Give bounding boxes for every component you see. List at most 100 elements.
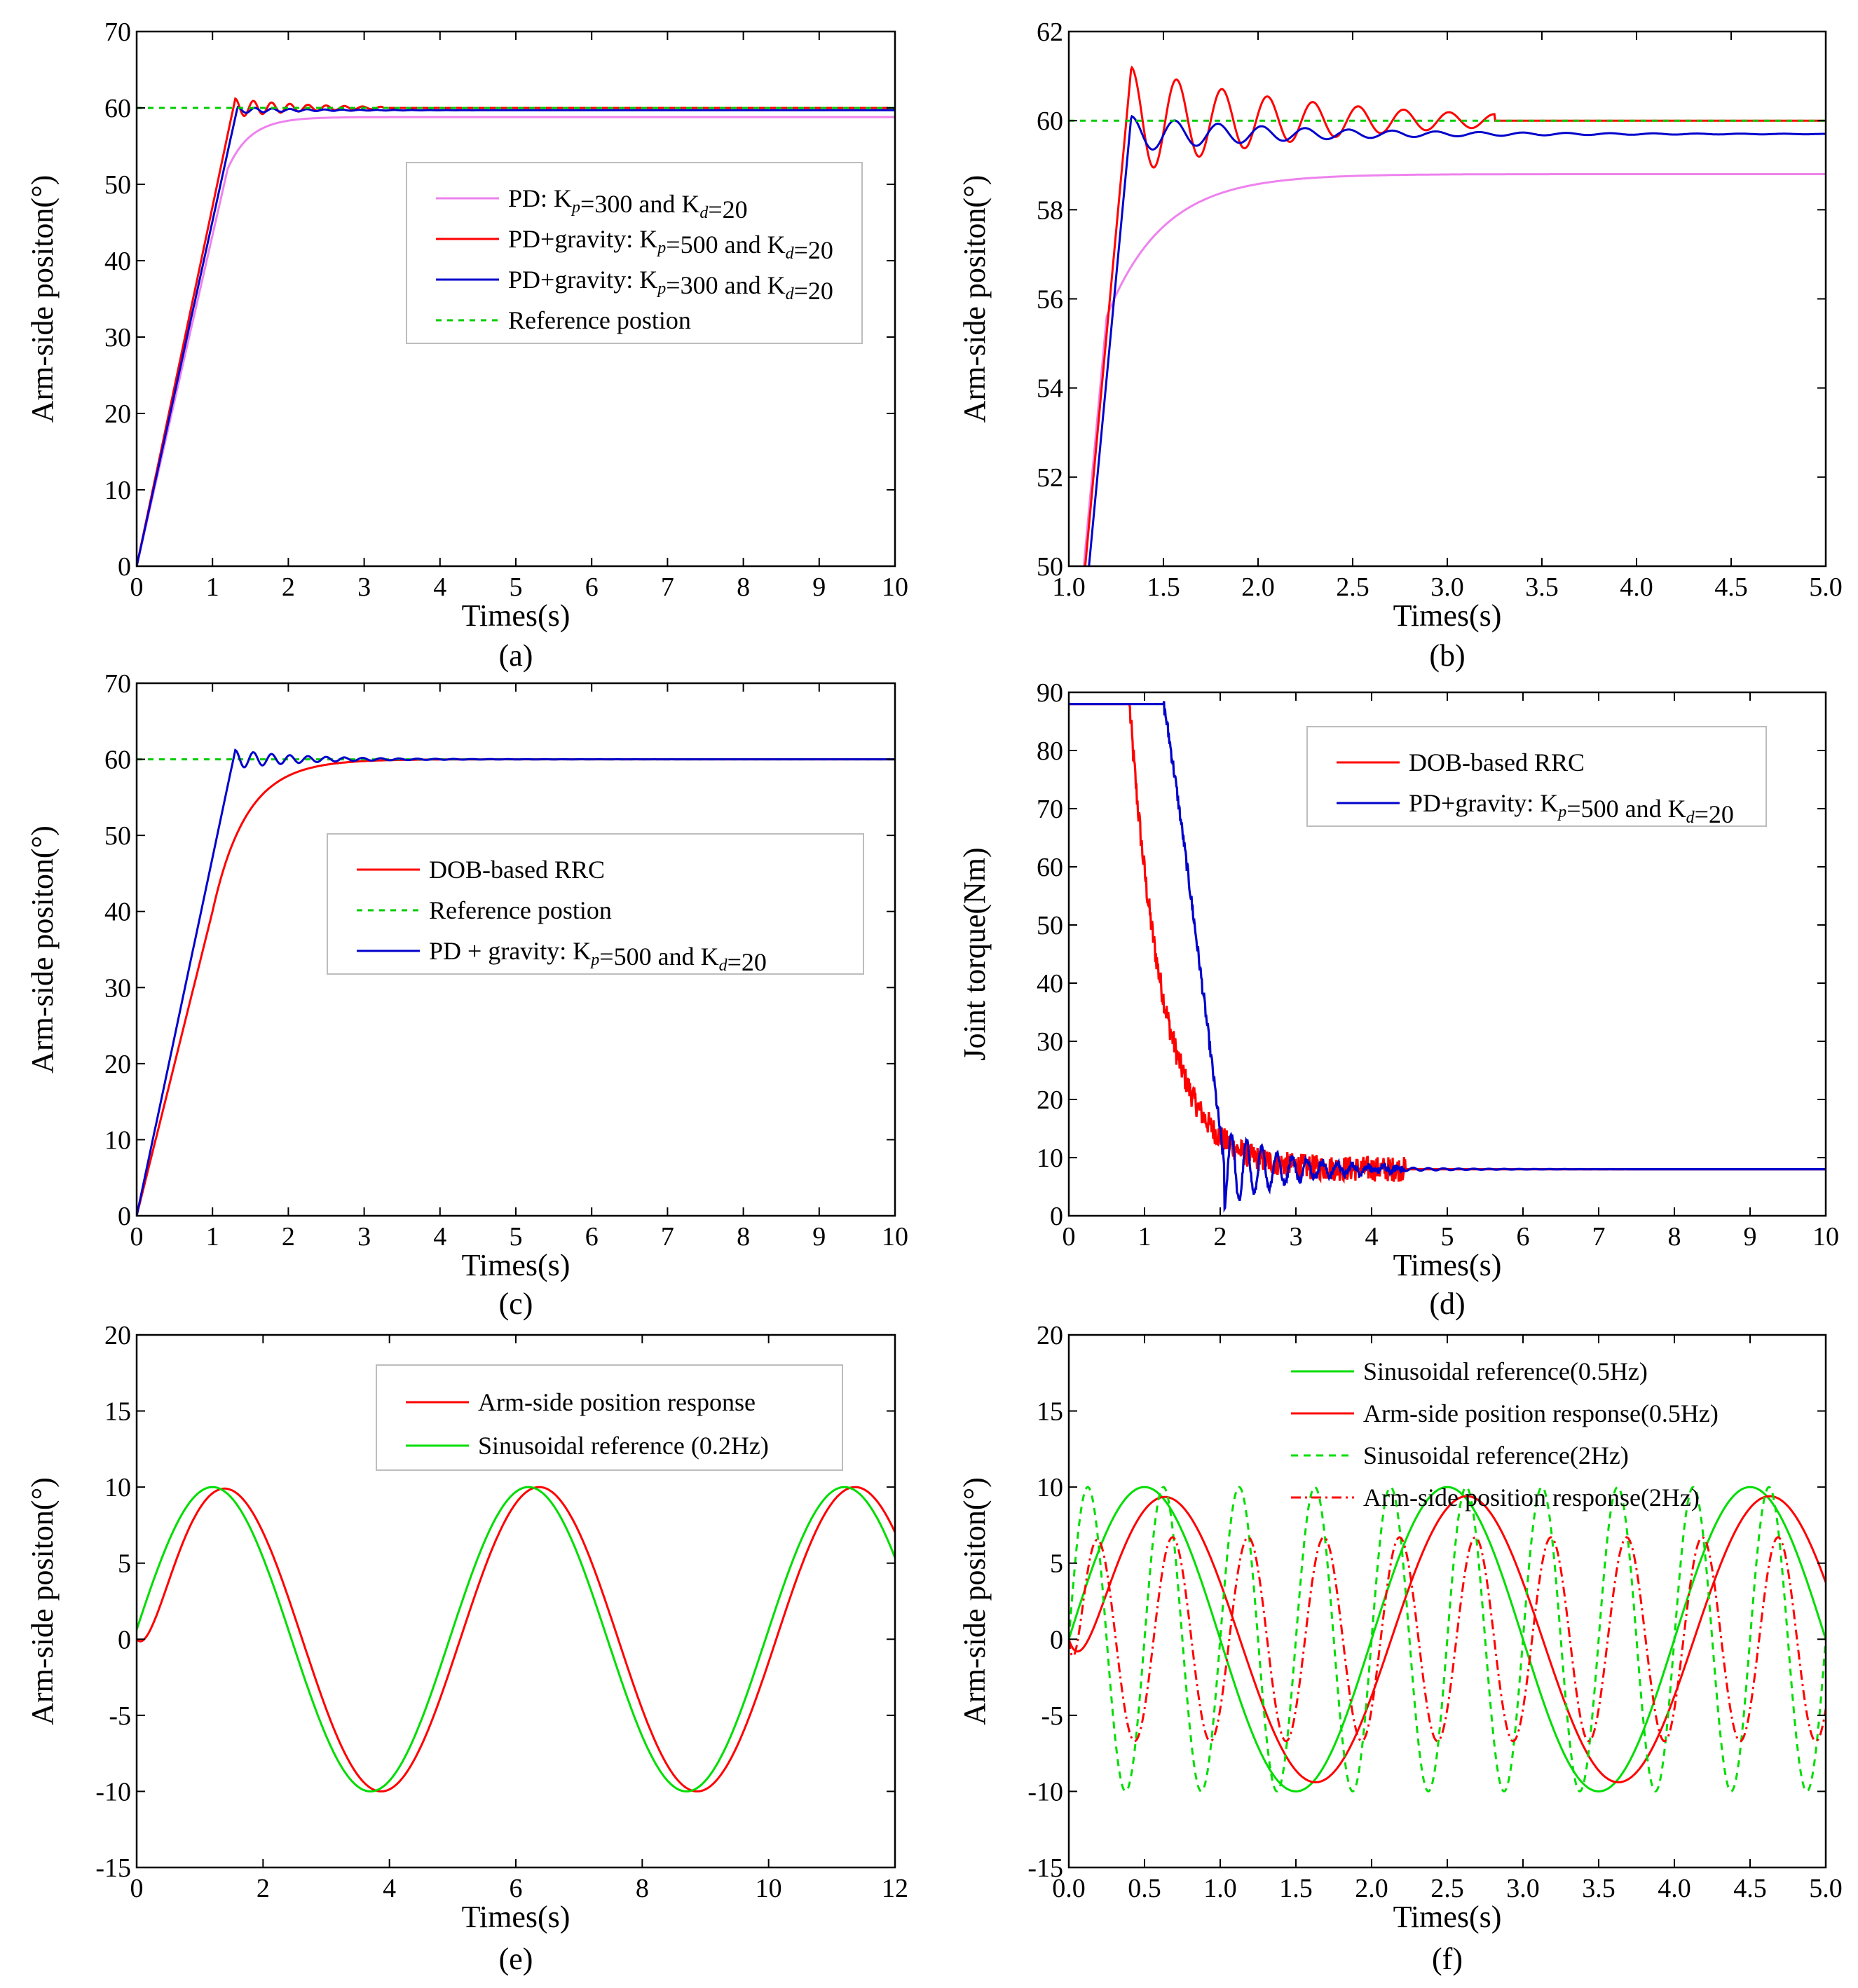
legend-label: PD + gravity: Kp=500 and Kd=20 (429, 937, 767, 976)
legend-label: DOB-based RRC (1409, 748, 1585, 776)
legend: Sinusoidal reference(0.5Hz) Arm-side posi… (1291, 1357, 1719, 1511)
legend: Arm-side position response Sinusoidal ref… (376, 1364, 843, 1471)
panel-caption: (f) (1432, 1942, 1463, 1976)
x-tick-label: 9 (812, 1222, 826, 1252)
y-tick-label: 50 (1037, 911, 1063, 940)
y-tick-label: 10 (104, 1473, 131, 1502)
y-tick-label: 60 (1037, 853, 1063, 882)
legend-label: PD+gravity: Kp=500 and Kd=20 (508, 225, 833, 264)
y-tick-label: 10 (1037, 1473, 1063, 1502)
legend-label: Reference postion (508, 306, 691, 334)
x-tick-label: 0 (130, 573, 144, 602)
y-axis-label: Arm-side positon(°) (957, 175, 992, 423)
x-tick-label: 3.0 (1430, 573, 1464, 602)
x-tick-label: 4.5 (1733, 1874, 1767, 1903)
x-tick-label: 2.5 (1336, 573, 1369, 602)
y-tick-label: 20 (1037, 1085, 1063, 1115)
y-tick-label: 50 (104, 170, 131, 200)
x-tick-label: 4 (383, 1874, 396, 1903)
x-tick-label: 9 (812, 573, 826, 602)
x-tick-label: 1 (206, 573, 219, 602)
legend-label: Sinusoidal reference(2Hz) (1363, 1441, 1629, 1469)
legend-label: Arm-side position response(0.5Hz) (1363, 1399, 1719, 1427)
panel-caption: (b) (1429, 638, 1465, 673)
legend-box (406, 162, 863, 344)
y-tick-label: -15 (95, 1853, 131, 1883)
y-tick-label: 20 (1037, 1321, 1063, 1350)
x-tick-label: 2 (1214, 1222, 1227, 1252)
series-line-3 (137, 748, 895, 1216)
x-tick-label: 8 (737, 573, 750, 602)
x-tick-label: 7 (661, 573, 674, 602)
y-tick-label: 10 (104, 1125, 131, 1155)
x-tick-label: 3 (357, 1222, 371, 1252)
y-tick-label: 60 (104, 94, 131, 123)
x-axis-label: Times(s) (1393, 1248, 1502, 1282)
y-tick-label: -5 (109, 1701, 131, 1731)
y-tick-label: 0 (118, 1625, 131, 1654)
legend-label: Sinusoidal reference (0.2Hz) (478, 1432, 769, 1460)
series-line-3 (1069, 1486, 1826, 1792)
x-tick-label: 5 (510, 1222, 523, 1252)
y-tick-label: 50 (104, 821, 131, 851)
y-axis-label: Arm-side positon(°) (25, 1477, 60, 1725)
y-tick-label: -10 (1027, 1777, 1063, 1807)
legend-box (376, 1364, 843, 1471)
y-axis-label: Arm-side positon(°) (25, 825, 60, 1074)
series-line-1 (1082, 173, 1826, 566)
series-line-1 (1069, 1486, 1826, 1792)
series-line-2 (1069, 1495, 1826, 1783)
series-line-1 (137, 1486, 895, 1792)
x-tick-label: 0 (1063, 1222, 1076, 1252)
legend-label: Arm-side position response(2Hz) (1363, 1483, 1700, 1511)
y-tick-label: 70 (1037, 795, 1063, 824)
series-group (1069, 65, 1826, 566)
x-tick-label: 3.5 (1525, 573, 1559, 602)
x-tick-label: 4.5 (1714, 573, 1748, 602)
x-tick-label: 4 (433, 573, 446, 602)
y-tick-label: 0 (118, 1202, 131, 1231)
y-tick-label: 80 (1037, 736, 1063, 766)
x-tick-label: 6 (1517, 1222, 1530, 1252)
x-tick-label: 3.5 (1582, 1874, 1615, 1903)
x-tick-label: 8 (636, 1874, 649, 1903)
x-tick-label: 12 (882, 1874, 908, 1903)
y-tick-label: 30 (104, 323, 131, 352)
x-tick-label: 6 (585, 1222, 599, 1252)
x-tick-label: 0.0 (1052, 1874, 1086, 1903)
x-axis-label: Times(s) (462, 598, 571, 633)
y-tick-label: 20 (104, 399, 131, 429)
panel-caption: (c) (499, 1287, 533, 1321)
y-tick-label: 58 (1037, 196, 1063, 225)
legend-label: PD: Kp=300 and Kd=20 (508, 184, 748, 224)
series-line-3 (137, 105, 895, 566)
y-tick-label: 5 (1050, 1549, 1063, 1579)
chart-panel-6: 0.0 0.5 1.0 1.5 2.0 2.5 3.0 3.5 4.0 4.5 5.0 -15 -10 -… (957, 1321, 1843, 1976)
series-line-1 (137, 758, 895, 1216)
y-tick-label: 40 (104, 247, 131, 276)
x-tick-label: 4.0 (1658, 1874, 1691, 1903)
x-tick-label: 2 (257, 1874, 270, 1903)
chart-panel-5: 0 2 4 6 8 10 12 -15 -10 -5 0 5 10 15 20 Times(s) Arm-sid… (25, 1321, 908, 1976)
y-axis-label: Joint torque(Nm) (957, 847, 992, 1060)
x-tick-label: 2.0 (1241, 573, 1275, 602)
y-tick-label: 40 (104, 898, 131, 927)
y-tick-label: -10 (95, 1777, 131, 1807)
series-line-2 (1069, 701, 1826, 1213)
x-tick-label: 1.0 (1052, 573, 1086, 602)
legend-label: Reference postion (429, 896, 612, 924)
y-tick-label: 10 (1037, 1144, 1063, 1173)
x-tick-label: 10 (882, 1222, 908, 1252)
y-tick-label: 70 (104, 18, 131, 47)
x-tick-label: 10 (882, 573, 908, 602)
y-tick-label: 52 (1037, 463, 1063, 493)
y-axis-label: Arm-side positon(°) (25, 175, 60, 423)
y-tick-label: 5 (118, 1549, 131, 1579)
x-tick-label: 8 (1668, 1222, 1681, 1252)
x-tick-label: 4 (433, 1222, 446, 1252)
x-tick-label: 10 (1812, 1222, 1839, 1252)
chart-panel-2: 1.0 1.5 2.0 2.5 3.0 3.5 4.0 4.5 5.0 50 52 54 56 58 60 6… (957, 18, 1843, 673)
y-tick-label: 54 (1037, 374, 1063, 404)
